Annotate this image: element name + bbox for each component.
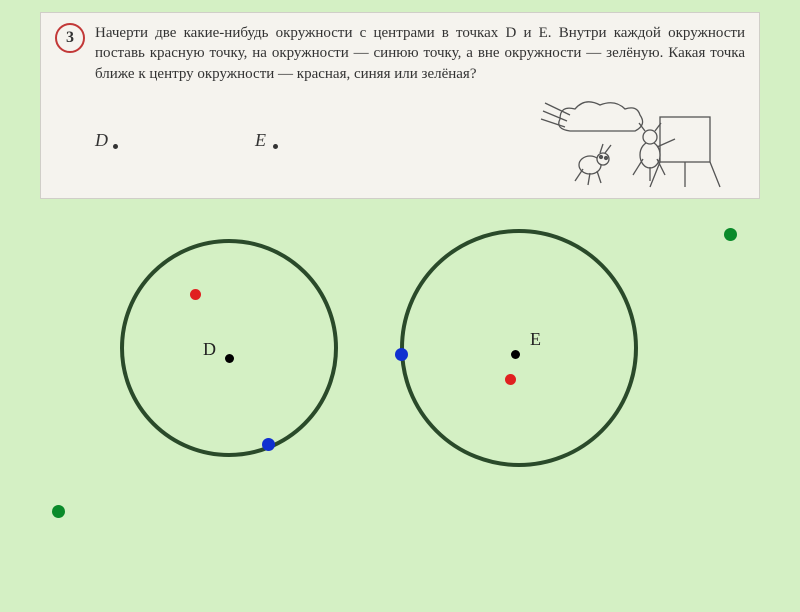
center-D-dot: [225, 354, 234, 363]
ant-illustration: [505, 97, 745, 192]
label-E-given: E: [255, 130, 266, 151]
label-D-given: D: [95, 130, 108, 151]
blue-dot-E: [395, 348, 408, 361]
label-D-diagram: D: [203, 339, 216, 360]
center-E-dot: [511, 350, 520, 359]
green-dot-D: [52, 505, 65, 518]
point-E-given: [273, 144, 278, 149]
diagram-area: D E: [0, 199, 800, 559]
problem-header: 3 Начерти две какие-нибудь окружности с …: [55, 23, 745, 84]
problem-number: 3: [66, 29, 74, 47]
green-dot-E: [724, 228, 737, 241]
circle-E: [400, 229, 638, 467]
label-E-diagram: E: [530, 329, 541, 350]
given-points-row: D E: [55, 102, 745, 182]
problem-number-badge: 3: [55, 23, 85, 53]
problem-box: 3 Начерти две какие-нибудь окружности с …: [40, 12, 760, 199]
circle-D: [120, 239, 338, 457]
red-dot-D: [190, 289, 201, 300]
problem-text: Начерти две какие-нибудь окружности с це…: [95, 23, 745, 84]
blue-dot-D: [262, 438, 275, 451]
red-dot-E: [505, 374, 516, 385]
point-D-given: [113, 144, 118, 149]
